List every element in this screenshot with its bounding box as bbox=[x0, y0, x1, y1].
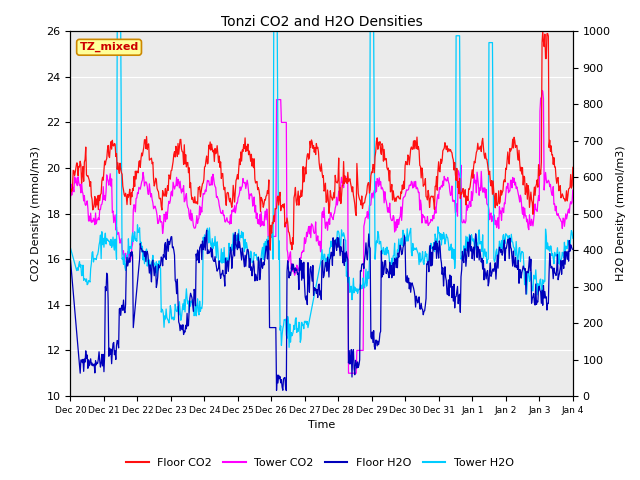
Legend: Floor CO2, Tower CO2, Floor H2O, Tower H2O: Floor CO2, Tower CO2, Floor H2O, Tower H… bbox=[122, 453, 518, 472]
Title: Tonzi CO2 and H2O Densities: Tonzi CO2 and H2O Densities bbox=[221, 15, 422, 29]
Text: TZ_mixed: TZ_mixed bbox=[79, 42, 139, 52]
Y-axis label: CO2 Density (mmol/m3): CO2 Density (mmol/m3) bbox=[31, 146, 41, 281]
X-axis label: Time: Time bbox=[308, 420, 335, 430]
Y-axis label: H2O Density (mmol/m3): H2O Density (mmol/m3) bbox=[616, 146, 626, 281]
